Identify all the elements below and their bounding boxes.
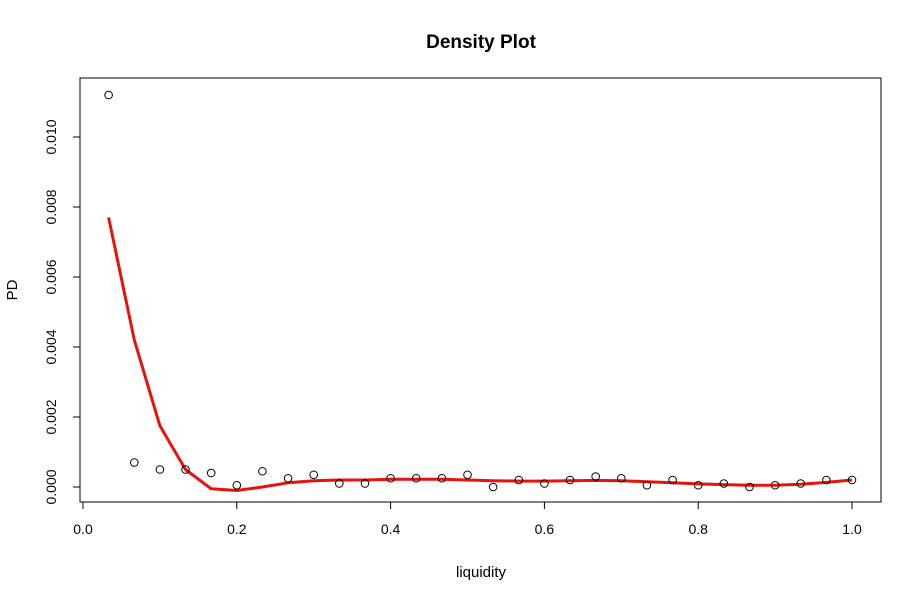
data-point (155, 465, 165, 474)
x-axis-label: liquidity (456, 564, 507, 581)
data-point (488, 482, 498, 492)
x-tick-label: 0.0 (73, 521, 93, 537)
y-tick-label: 0.000 (43, 469, 59, 504)
data-point (796, 479, 806, 488)
y-axis-label: PD (4, 279, 21, 300)
y-axis: 0.000 0.002 0.004 0.006 0.008 0.010 (43, 119, 81, 505)
x-tick-label: 0.4 (381, 521, 401, 537)
y-tick-label: 0.006 (43, 259, 59, 294)
plot-frame (79, 77, 882, 503)
data-point (181, 465, 190, 474)
y-tick-label: 0.004 (43, 329, 59, 364)
data-point (437, 473, 447, 483)
data-point (360, 479, 370, 488)
data-point (693, 480, 703, 490)
x-tick-label: 0.2 (227, 521, 247, 537)
data-points (104, 90, 857, 492)
data-point (206, 468, 216, 478)
data-point (540, 479, 549, 488)
density-line-path (107, 217, 853, 492)
data-point (335, 479, 344, 488)
data-point (822, 475, 831, 485)
y-tick-label: 0.010 (43, 119, 59, 154)
data-point (232, 480, 242, 490)
data-point (386, 473, 395, 483)
data-point (309, 470, 319, 480)
data-point (565, 475, 575, 485)
data-point (642, 480, 652, 490)
data-point (847, 475, 857, 485)
data-point (719, 479, 729, 488)
data-point (591, 472, 600, 481)
x-tick-label: 0.6 (535, 521, 555, 537)
data-point (745, 482, 754, 492)
x-axis: 0.0 0.2 0.4 0.6 0.8 1.0 (73, 501, 862, 537)
x-tick-label: 0.8 (688, 521, 708, 537)
x-tick-label: 1.0 (842, 521, 862, 537)
y-tick-label: 0.008 (43, 189, 59, 224)
data-point (617, 473, 626, 483)
data-point (104, 90, 113, 100)
data-point (463, 470, 472, 480)
data-point (129, 458, 139, 467)
chart-title: Density Plot (426, 32, 536, 53)
data-point (770, 480, 780, 490)
data-point (668, 475, 677, 485)
density-line (107, 217, 853, 492)
y-tick-label: 0.002 (43, 399, 59, 434)
data-point (283, 473, 293, 483)
data-point (411, 473, 421, 483)
data-point (514, 475, 524, 485)
data-point (258, 466, 267, 476)
